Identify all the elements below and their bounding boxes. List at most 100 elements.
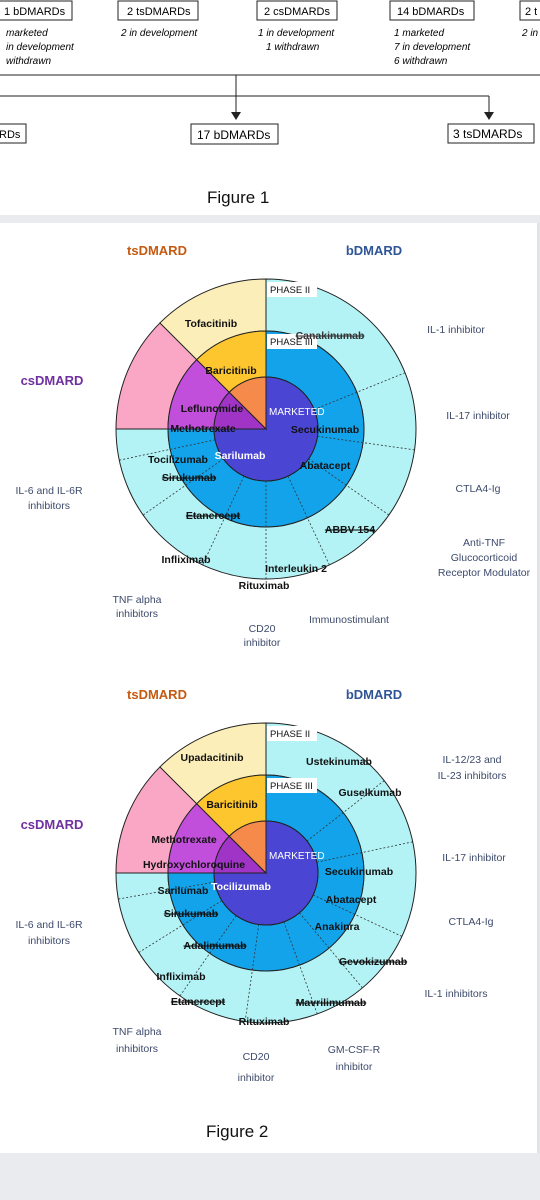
figure-1-caption: Figure 1 — [207, 188, 270, 207]
phase-2-label: PHASE II — [270, 285, 310, 296]
drug-label: Hydroxychloroquine — [143, 859, 245, 871]
box-tsdmards-2 — [117, 0, 199, 21]
box-note: 2 in — [521, 28, 539, 39]
drug-label: Sirukumab — [162, 472, 216, 484]
category-label: inhibitor — [336, 1061, 373, 1073]
csdmard-title: csDMARD — [21, 817, 84, 832]
segment-divider — [312, 894, 403, 937]
drug-label: Mavrilimumab — [296, 997, 367, 1009]
category-label: inhibitors — [116, 608, 158, 620]
box-bdmards-17 — [190, 123, 279, 145]
category-label: IL-12/23 and — [443, 754, 502, 766]
category-label: IL-17 inhibitor — [446, 410, 510, 422]
category-label: Receptor Modulator — [438, 567, 531, 579]
box-bdmards-1-label: 1 bDMARDs — [4, 6, 66, 18]
sunburst-diagram-1: PHASE II PHASE III MARKETED tsDMARD bDMARD cs… — [15, 243, 531, 649]
category-label: Immunostimulant — [309, 614, 389, 626]
segment-divider — [138, 900, 223, 953]
box-rds-edge — [0, 123, 27, 144]
csdmard-title: csDMARD — [21, 373, 84, 388]
box-note: in development — [6, 42, 75, 53]
tsdmard-title: tsDMARD — [127, 687, 187, 702]
box-note: 7 in development — [394, 42, 471, 53]
section-separator — [0, 215, 540, 223]
phase-3-label-box — [267, 778, 317, 793]
drug-label: Infliximab — [161, 554, 210, 566]
box-tsdmards-edge — [519, 0, 540, 21]
drug-label: Tocilizumab — [148, 454, 208, 466]
segment-divider — [316, 841, 413, 863]
segment-divider — [118, 881, 215, 900]
drug-label: Etanercept — [186, 510, 241, 522]
box-note: 1 marketed — [394, 28, 444, 39]
phase-2-label-box — [267, 726, 317, 741]
category-label: IL-1 inhibitor — [427, 324, 485, 336]
segment-divider — [202, 475, 245, 566]
category-label: inhibitor — [244, 637, 281, 649]
phase-2-label: PHASE II — [270, 729, 310, 740]
phase-3-label: PHASE III — [270, 781, 313, 792]
segment-divider — [179, 915, 237, 997]
figure-2-caption: Figure 2 — [206, 1122, 269, 1141]
marketed-label: MARKETED — [269, 851, 325, 862]
box-csdmards-2-label: 2 csDMARDs — [264, 6, 331, 18]
drug-label: ABBV 154 — [325, 524, 375, 536]
drug-label: Sarilumab — [215, 450, 266, 462]
box-note: 2 in development — [120, 28, 198, 39]
drug-label: Anakinra — [315, 921, 360, 933]
sunburst-diagram-2: PHASE II PHASE III MARKETED tsDMARD bDMARD cs… — [15, 687, 506, 1084]
category-label: IL-17 inhibitor — [442, 852, 506, 864]
segment-divider — [287, 475, 330, 566]
category-label: IL-6 and IL-6R — [15, 919, 83, 931]
segment-divider — [314, 372, 406, 410]
scroll-edge — [537, 223, 540, 1153]
marketed-label: MARKETED — [269, 407, 325, 418]
drug-label: Adalimumab — [183, 940, 246, 952]
category-label: Glucocorticoid — [451, 552, 518, 564]
category-label: inhibitors — [28, 500, 70, 512]
category-label: CD20 — [243, 1051, 270, 1063]
tsdmard-title: tsDMARD — [127, 243, 187, 258]
arrow-head — [484, 112, 494, 120]
bottom-band — [0, 1153, 540, 1200]
category-label: inhibitors — [116, 1043, 158, 1055]
drug-label: Baricitinib — [206, 799, 257, 811]
box-note: 1 in development — [258, 28, 335, 39]
category-label: IL-1 inhibitors — [424, 988, 487, 1000]
drug-label: Baricitinib — [205, 365, 256, 377]
drug-label: Sarilumab — [158, 885, 209, 897]
segment-divider — [317, 435, 415, 451]
segment-divider — [244, 924, 260, 1022]
box-tsdmards-3-label: 3 tsDMARDs — [453, 127, 522, 141]
drug-label: Etanercept — [171, 996, 226, 1008]
drug-label: Abatacept — [300, 460, 351, 472]
drug-label: Tocilizumab — [211, 881, 271, 893]
arrow-head — [231, 112, 241, 120]
category-label: CTLA4-Ig — [456, 483, 501, 495]
drug-label: Tofacitinib — [185, 318, 237, 330]
figure-1-flowchart: 1 bDMARDs marketed in development withdr… — [0, 0, 540, 145]
drug-label: Sirukumab — [164, 908, 218, 920]
drug-label: Secukinumab — [291, 424, 359, 436]
phase-3-label: PHASE III — [270, 337, 313, 348]
category-label: CTLA4-Ig — [449, 916, 494, 928]
box-bdmards-17-label: 17 bDMARDs — [197, 128, 270, 142]
drug-label: Methotrexate — [151, 834, 217, 846]
box-bdmards-1 — [0, 0, 73, 21]
category-label: inhibitor — [238, 1072, 275, 1084]
segment-divider — [283, 921, 318, 1015]
category-label: Anti-TNF — [463, 537, 505, 549]
bdmard-title: bDMARD — [346, 687, 402, 702]
bdmard-marketed-core — [213, 376, 319, 482]
box-tsdmards-edge-label: 2 t — [525, 6, 537, 18]
segment-divider — [308, 458, 390, 516]
drug-label: Rituximab — [239, 580, 290, 592]
segment-divider — [142, 458, 224, 516]
bdmard-title: bDMARD — [346, 243, 402, 258]
segment-divider — [306, 780, 385, 842]
drug-label: Secukinumab — [325, 866, 393, 878]
drug-label: Upadacitinib — [180, 752, 243, 764]
box-bdmards-14-label: 14 bDMARDs — [397, 6, 465, 18]
segment-divider — [119, 439, 216, 461]
drug-label: Interleukin 2 — [265, 563, 327, 575]
